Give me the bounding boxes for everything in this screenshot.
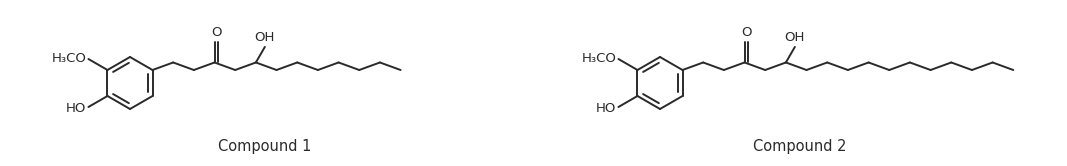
Text: H₃CO: H₃CO [51,51,86,65]
Text: O: O [740,26,751,40]
Text: HO: HO [596,101,617,115]
Text: OH: OH [255,31,275,44]
Text: Compound 1: Compound 1 [219,139,312,154]
Text: OH: OH [784,31,806,44]
Text: O: O [211,26,221,40]
Text: H₃CO: H₃CO [582,51,617,65]
Text: HO: HO [66,101,86,115]
Text: Compound 2: Compound 2 [753,139,847,154]
